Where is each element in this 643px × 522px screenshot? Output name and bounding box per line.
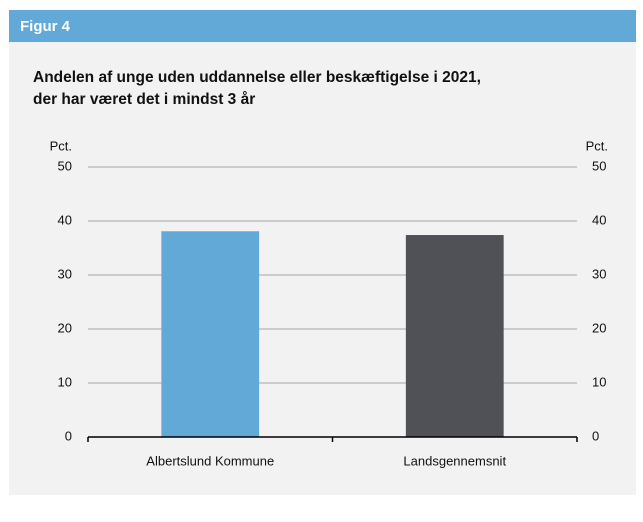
bar (405, 235, 504, 437)
x-tick-label: Albertslund Kommune (146, 453, 274, 468)
y-tick-label: 0 (65, 428, 72, 443)
figure-label: Figur 4 (20, 18, 71, 35)
x-tick-label: Landsgennemsnit (403, 453, 506, 468)
y-tick-label: 20 (58, 320, 72, 335)
y2-tick-label: 10 (592, 374, 606, 389)
y2-tick-label: 20 (592, 320, 606, 335)
y2-tick-label: 50 (592, 158, 606, 173)
chart-title: Andelen af unge uden uddannelse eller be… (33, 69, 481, 86)
y-tick-label: 10 (58, 374, 72, 389)
y2-tick-label: 0 (592, 428, 599, 443)
chart-title: der har været det i mindst 3 år (33, 91, 255, 108)
y2-tick-label: 30 (592, 266, 606, 281)
y-tick-label: 50 (58, 158, 72, 173)
bar (161, 231, 260, 437)
header-band (9, 10, 636, 42)
y-tick-label: 30 (58, 266, 72, 281)
y-tick-label: 40 (58, 212, 72, 227)
y2-axis-label: Pct. (586, 138, 608, 153)
panel (9, 42, 636, 495)
y2-tick-label: 40 (592, 212, 606, 227)
y-axis-label: Pct. (50, 138, 72, 153)
